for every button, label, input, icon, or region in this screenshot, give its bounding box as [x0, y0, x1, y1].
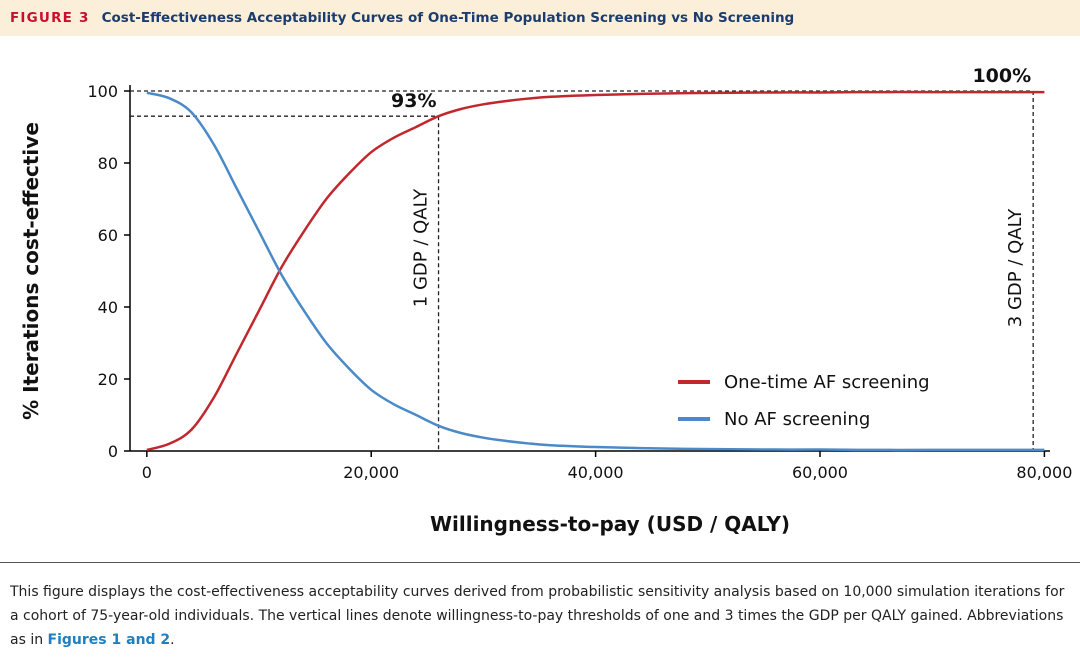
y-tick-label: 100 [87, 82, 118, 101]
legend-label: No AF screening [724, 409, 870, 430]
x-tick-label: 40,000 [568, 463, 624, 482]
y-tick-label: 20 [98, 370, 118, 389]
y-tick-label: 80 [98, 154, 118, 173]
threshold-label: 3 GDP / QALY [1005, 208, 1026, 327]
threshold-label: 1 GDP / QALY [411, 188, 432, 307]
legend: One-time AF screening No AF screening [678, 372, 930, 430]
x-axis-title: Willingness-to-pay (USD / QALY) [430, 512, 790, 536]
figure-title: Cost-Effectiveness Acceptability Curves … [101, 10, 795, 26]
y-tick-label: 60 [98, 226, 118, 245]
chart: 0 20 40 60 80 100 0 20,000 40,000 60,000 80,000 Wil… [19, 65, 1072, 536]
x-tick-label: 60,000 [792, 463, 848, 482]
axes: 0 20 40 60 80 100 0 20,000 40,000 60,000 80,000 Wil… [19, 82, 1072, 536]
y-tick-label: 0 [108, 442, 118, 461]
legend-label: One-time AF screening [724, 372, 930, 393]
caption-figure-link[interactable]: Figures 1 and 2 [47, 632, 171, 648]
figure-label: FIGURE 3 [10, 10, 90, 26]
x-tick-label: 0 [142, 463, 152, 482]
curves [146, 90, 1045, 452]
threshold-annotation: 100% [972, 65, 1031, 87]
x-tick-label: 20,000 [343, 463, 399, 482]
caption-text: This figure displays the cost-effectiven… [10, 584, 1065, 648]
x-tick-label: 80,000 [1016, 463, 1072, 482]
series-line [146, 90, 1045, 452]
threshold-lines: 93% 1 GDP / QALY 100% 3 GDP / QALY [130, 65, 1034, 451]
figure-caption: This figure displays the cost-effectiven… [10, 580, 1070, 652]
series-line [146, 91, 1045, 452]
y-axis-title: % Iterations cost-effective [19, 122, 43, 420]
figure-header: FIGURE 3 Cost-Effectiveness Acceptabilit… [0, 0, 1080, 36]
divider [0, 562, 1080, 563]
threshold-annotation: 93% [391, 90, 436, 112]
y-tick-label: 40 [98, 298, 118, 317]
caption-end: . [170, 632, 175, 648]
